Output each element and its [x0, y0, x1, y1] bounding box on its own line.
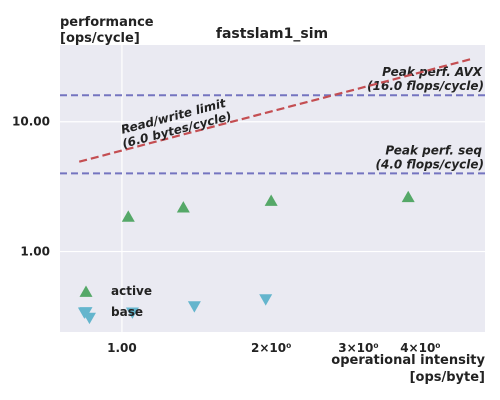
roof-label-1-line1: Peak perf. seq	[385, 143, 482, 157]
plot-area	[60, 45, 485, 332]
point-base-2	[125, 307, 139, 319]
point-base-3	[187, 301, 201, 313]
grid-lines	[60, 45, 485, 332]
x-tick-labels: 1.00 2×10⁰ 3×10⁰ 4×10⁰	[107, 341, 440, 355]
y-axis-label-line2: [ops/cycle]	[60, 31, 140, 46]
x-axis-label-line1: operational intensity	[331, 353, 485, 368]
point-active-3	[401, 190, 415, 203]
legend-marker-active	[79, 285, 93, 297]
legend-label-base: base	[111, 305, 143, 319]
y-tick-labels: 1.00 10.00	[12, 115, 50, 259]
roof-label-0-line2: (16.0 flops/cycle)	[367, 79, 484, 93]
roof-label-0-line1: Peak perf. AVX	[382, 65, 483, 79]
x-tick-label-1: 2×10⁰	[251, 341, 291, 355]
y-tick-label-1: 10.00	[12, 115, 50, 129]
chart-title: fastslam1_sim	[216, 26, 328, 42]
y-axis-label-line1: performance	[60, 15, 154, 30]
legend-marker-base	[79, 307, 93, 319]
legend-label-active: active	[111, 284, 152, 298]
roof-label-1-line2: (4.0 flops/cycle)	[375, 157, 484, 171]
point-active-2	[264, 194, 278, 206]
point-active-1	[176, 201, 190, 213]
y-tick-label-0: 1.00	[20, 245, 50, 259]
x-tick-label-0: 1.00	[107, 341, 137, 355]
x-tick-label-3: 4×10⁰	[400, 341, 440, 355]
x-axis-label-line2: [ops/byte]	[410, 370, 485, 385]
point-base-4	[259, 294, 273, 306]
legend: active base	[79, 284, 152, 319]
point-active-0	[121, 210, 135, 222]
roof-lines: Peak perf. AVX(16.0 flops/cycle) Peak per…	[60, 65, 485, 175]
x-tick-label-2: 3×10⁰	[338, 341, 378, 355]
bandwidth-line	[78, 57, 473, 163]
